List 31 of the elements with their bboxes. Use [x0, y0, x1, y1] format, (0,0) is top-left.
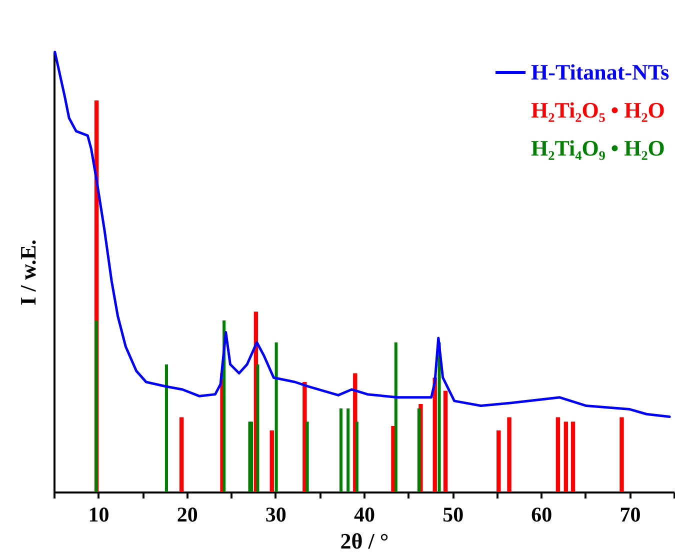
y-axis-title: I / w.E.	[16, 239, 40, 306]
bar	[346, 408, 350, 492]
bar	[179, 417, 184, 492]
text: H₂Ti₂O₅ • H₂O	[531, 98, 665, 122]
x-tick-label: 50	[442, 502, 464, 526]
bar	[164, 364, 168, 492]
x-axis-title: 2θ / °	[340, 528, 389, 554]
bar	[620, 417, 624, 492]
x-tick-label: 10	[88, 502, 110, 526]
x-tick-label: 60	[531, 502, 552, 526]
bar	[274, 342, 278, 492]
x-tick-label: 70	[620, 502, 641, 526]
bar	[556, 417, 560, 492]
bar	[256, 364, 260, 492]
bar	[339, 408, 342, 492]
bar	[95, 320, 98, 492]
x-tick-label: 30	[265, 502, 286, 526]
bar	[564, 422, 568, 492]
bar	[306, 422, 309, 492]
bar	[570, 422, 576, 492]
x-tick-label: 40	[354, 502, 375, 526]
legend-label: H-Titanat-NTs	[531, 60, 670, 84]
text: H₂Ti₄O₉ • H₂O	[531, 136, 665, 160]
bar	[355, 422, 358, 492]
x-tick-label: 20	[176, 502, 198, 526]
bar	[507, 417, 512, 492]
bar	[417, 408, 420, 492]
bar	[270, 430, 274, 492]
bar	[496, 430, 501, 492]
bar	[394, 342, 398, 492]
bar	[443, 390, 448, 492]
